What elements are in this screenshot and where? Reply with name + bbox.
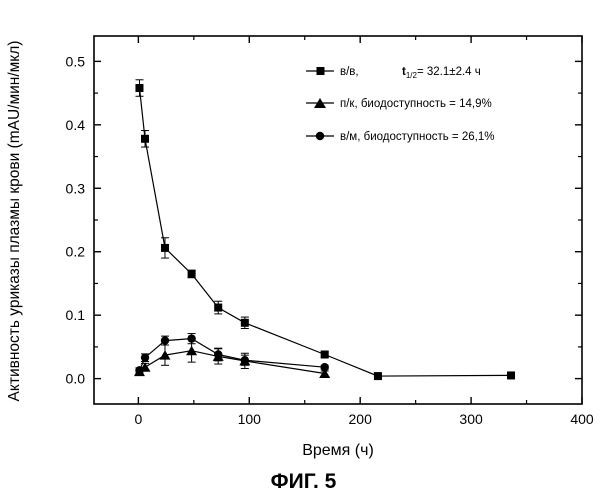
data-point-square	[321, 351, 329, 359]
data-point-square	[241, 319, 249, 327]
y-tick-label: 0.1	[66, 307, 86, 323]
data-point-square	[141, 135, 149, 143]
data-point-circle	[135, 366, 143, 374]
y-tick-label: 0.4	[66, 117, 86, 133]
legend-formula-iv: t1/2= 32.1±2.4 ч	[402, 66, 481, 80]
chart: 0.0 0.1 0.2 0.3 0.4 0.5 0 100 200 300 400 в/в, t1/…	[0, 0, 607, 500]
y-tick-label: 0.5	[66, 53, 86, 69]
legend-formula-value: = 32.1±2.4 ч	[417, 66, 481, 78]
data-point-circle	[214, 350, 222, 358]
data-point-square	[374, 372, 382, 380]
y-tick-label: 0.2	[66, 244, 86, 260]
data-point-square	[135, 84, 143, 92]
y-tick-label: 0.3	[66, 180, 86, 196]
data-point-circle	[320, 363, 328, 371]
data-point-circle	[161, 336, 169, 344]
x-tick-label: 0	[134, 411, 142, 427]
x-tick-label: 300	[459, 411, 483, 427]
legend-label-sc: п/к, биодоступность = 14,9%	[340, 98, 492, 110]
data-point-square	[188, 270, 196, 278]
plot-frame	[94, 36, 582, 404]
data-point-circle	[241, 356, 249, 364]
data-point-square	[161, 244, 169, 252]
series-layer	[134, 80, 515, 380]
y-axis-label: Активность уриказы плазмы крови (mAU/мин…	[6, 41, 23, 402]
x-tick-label: 400	[570, 411, 594, 427]
x-tick-label: 100	[238, 411, 262, 427]
y-tick-label: 0.0	[66, 371, 86, 387]
legend-label-iv: в/в,	[340, 66, 359, 78]
data-point-circle	[141, 353, 149, 361]
legend-formula-sub: 1/2	[406, 71, 418, 80]
figure-caption: ФИГ. 5	[0, 470, 607, 494]
x-axis-label: Время (ч)	[302, 442, 374, 459]
legend-label-im: в/м, биодоступность = 26,1%	[340, 131, 494, 143]
x-tick-label: 200	[349, 411, 373, 427]
data-point-square	[214, 304, 222, 312]
data-point-square	[507, 371, 515, 379]
legend-marker-square	[317, 67, 325, 75]
legend: в/в, t1/2= 32.1±2.4 ч п/к, биодоступност…	[306, 66, 494, 143]
data-point-circle	[187, 334, 195, 342]
legend-marker-circle	[316, 132, 324, 140]
data-point-triangle	[186, 346, 197, 356]
